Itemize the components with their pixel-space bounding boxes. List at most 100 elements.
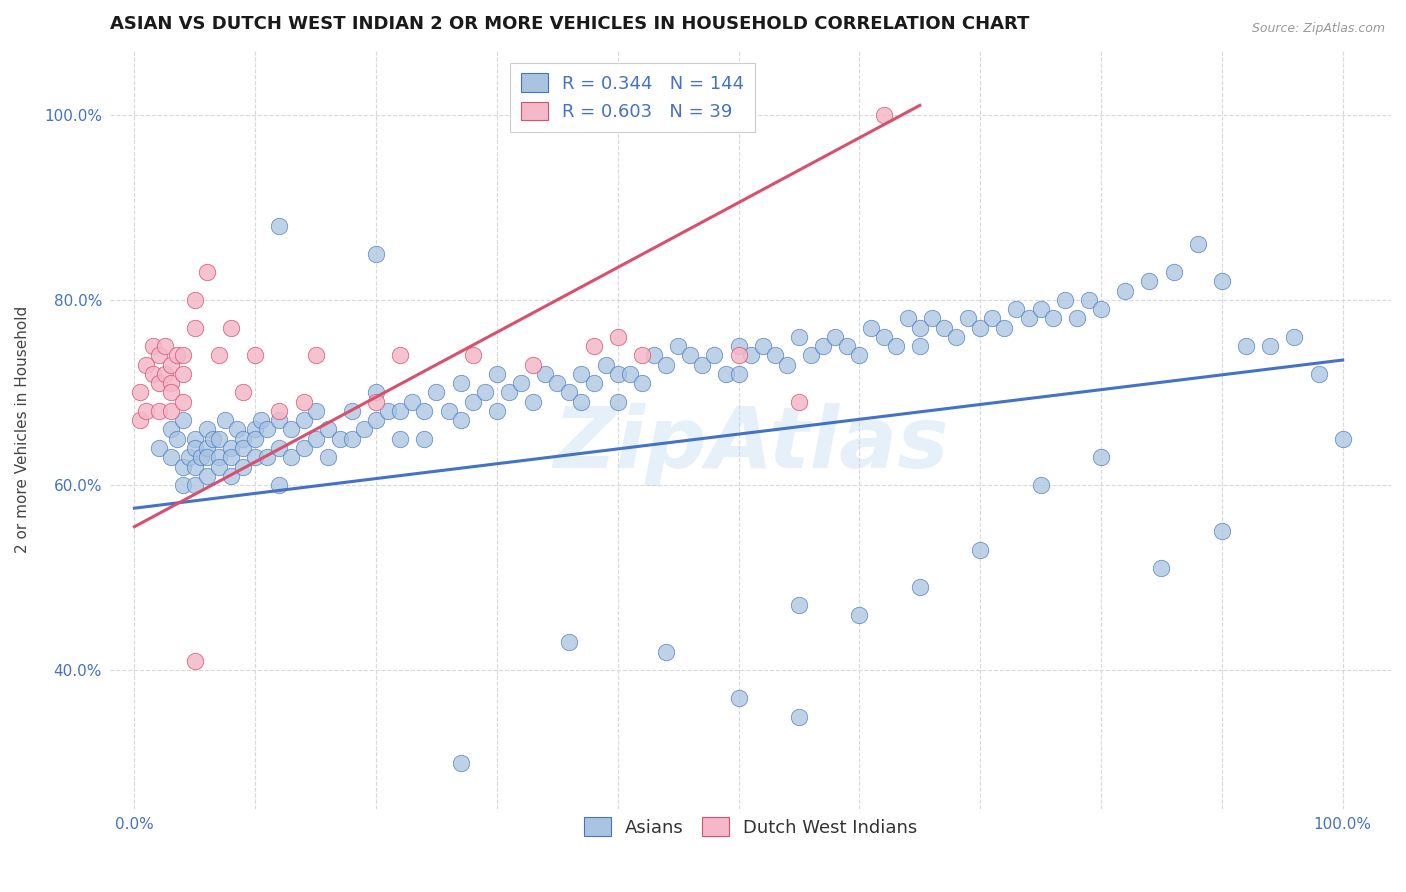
Point (148, 441, 170, 455)
Point (389, 404, 412, 418)
Point (606, 330, 628, 344)
Point (208, 348, 231, 362)
Point (727, 691, 749, 706)
Point (727, 348, 749, 362)
Point (1029, 478, 1052, 492)
Point (208, 459, 231, 474)
Point (353, 422, 375, 436)
Point (159, 422, 181, 436)
Point (437, 404, 460, 418)
Point (172, 413, 194, 427)
Point (993, 320, 1015, 334)
Point (214, 413, 236, 427)
Point (546, 376, 568, 391)
Point (1284, 330, 1306, 344)
Point (1331, 432, 1354, 446)
Point (219, 450, 242, 465)
Point (727, 367, 749, 381)
Point (329, 432, 352, 446)
Point (413, 432, 436, 446)
Text: ASIAN VS DUTCH WEST INDIAN 2 OR MORE VEHICLES IN HOUSEHOLD CORRELATION CHART: ASIAN VS DUTCH WEST INDIAN 2 OR MORE VEH… (110, 15, 1029, 33)
Point (129, 413, 152, 427)
Point (619, 367, 641, 381)
Point (413, 404, 436, 418)
Point (159, 358, 181, 372)
Point (1187, 237, 1209, 252)
Point (666, 339, 689, 353)
Point (450, 376, 472, 391)
Point (232, 385, 254, 400)
Point (159, 450, 181, 465)
Point (304, 348, 326, 362)
Point (195, 450, 218, 465)
Point (606, 394, 628, 409)
Point (571, 367, 593, 381)
Point (787, 709, 810, 723)
Point (1114, 284, 1136, 298)
Point (292, 394, 315, 409)
Point (159, 376, 181, 391)
Point (316, 450, 339, 465)
Point (643, 348, 665, 362)
Point (485, 404, 508, 418)
Point (776, 358, 799, 372)
Point (177, 450, 200, 465)
Point (1066, 311, 1088, 326)
Point (1211, 274, 1233, 288)
Point (908, 580, 931, 594)
Text: Source: ZipAtlas.com: Source: ZipAtlas.com (1251, 22, 1385, 36)
Point (655, 358, 678, 372)
Point (389, 432, 412, 446)
Point (232, 459, 254, 474)
Point (811, 339, 834, 353)
Point (184, 432, 207, 446)
Point (945, 330, 967, 344)
Point (232, 441, 254, 455)
Point (450, 756, 472, 770)
Point (848, 607, 870, 622)
Point (631, 376, 654, 391)
Point (184, 478, 207, 492)
Point (184, 654, 207, 668)
Point (184, 459, 207, 474)
Point (269, 478, 291, 492)
Point (269, 404, 291, 418)
Point (172, 394, 194, 409)
Point (969, 542, 991, 557)
Point (510, 376, 533, 391)
Point (219, 320, 242, 334)
Point (1005, 302, 1028, 317)
Point (763, 348, 786, 362)
Point (135, 358, 157, 372)
Point (148, 376, 170, 391)
Point (316, 422, 339, 436)
Point (184, 320, 207, 334)
Point (1053, 293, 1076, 307)
Point (256, 422, 278, 436)
Point (401, 394, 423, 409)
Point (245, 422, 267, 436)
Point (232, 432, 254, 446)
Point (908, 339, 931, 353)
Point (957, 311, 980, 326)
Point (141, 339, 163, 353)
Point (425, 385, 447, 400)
Y-axis label: 2 or more Vehicles in Household: 2 or more Vehicles in Household (15, 306, 30, 553)
Point (450, 413, 472, 427)
Point (195, 265, 218, 279)
Point (377, 404, 399, 418)
Point (190, 450, 212, 465)
Text: ZipAtlas: ZipAtlas (553, 403, 949, 486)
Point (129, 385, 152, 400)
Point (166, 348, 188, 362)
Point (787, 599, 810, 613)
Point (159, 404, 181, 418)
Point (280, 450, 302, 465)
Point (655, 645, 678, 659)
Point (159, 385, 181, 400)
Point (1042, 311, 1064, 326)
Point (571, 394, 593, 409)
Point (250, 413, 273, 427)
Point (1258, 339, 1281, 353)
Point (184, 441, 207, 455)
